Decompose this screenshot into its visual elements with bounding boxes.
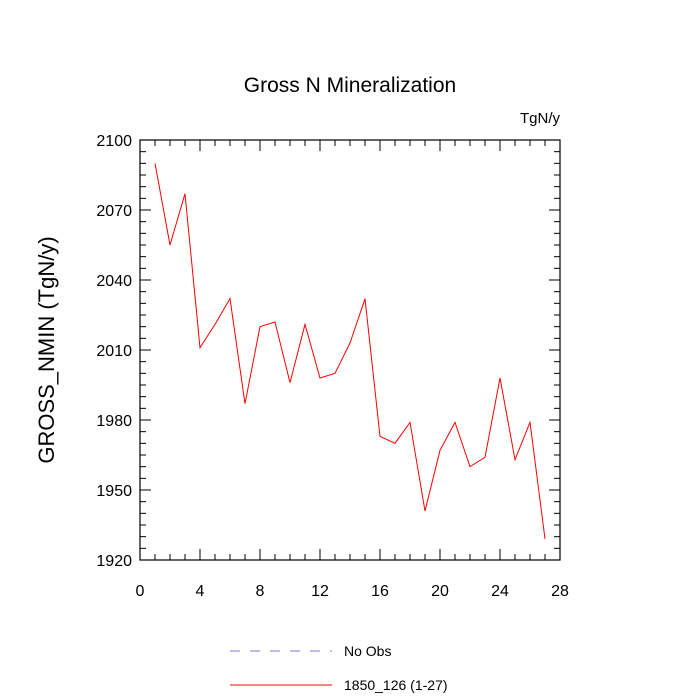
y-tick-label: 2070 [96, 203, 132, 220]
x-tick-label: 16 [371, 583, 389, 600]
y-tick-label: 1950 [96, 483, 132, 500]
chart-title: Gross N Mineralization [244, 74, 456, 97]
y-tick-label: 2040 [96, 273, 132, 290]
y-tick-label: 1980 [96, 413, 132, 430]
axis-ticks [139, 139, 561, 561]
legend-label-no-obs: No Obs [344, 643, 391, 659]
series-lines [154, 163, 546, 540]
y-tick-label: 1920 [96, 553, 132, 570]
series-line [154, 163, 546, 540]
x-tick-label: 12 [311, 583, 329, 600]
units-label: TgN/y [520, 110, 561, 127]
x-tick-label: 20 [431, 583, 449, 600]
tick-labels: 0 4 8 12 16 20 24 28 1920 1950 1980 2010 2040 2070 210… [96, 133, 569, 600]
x-tick-label: 0 [136, 583, 145, 600]
y-tick-label: 2010 [96, 343, 132, 360]
x-tick-label: 24 [491, 583, 509, 600]
x-tick-label: 8 [256, 583, 265, 600]
x-tick-label: 4 [196, 583, 205, 600]
plot-frame [139, 139, 561, 561]
legend-label-main: 1850_126 (1-27) [344, 677, 448, 693]
y-tick-label: 2100 [96, 133, 132, 150]
x-tick-label: 28 [551, 583, 569, 600]
legend: No Obs 1850_126 (1-27) [230, 643, 448, 693]
y-axis-label: GROSS_NMIN (TgN/y) [34, 236, 59, 463]
